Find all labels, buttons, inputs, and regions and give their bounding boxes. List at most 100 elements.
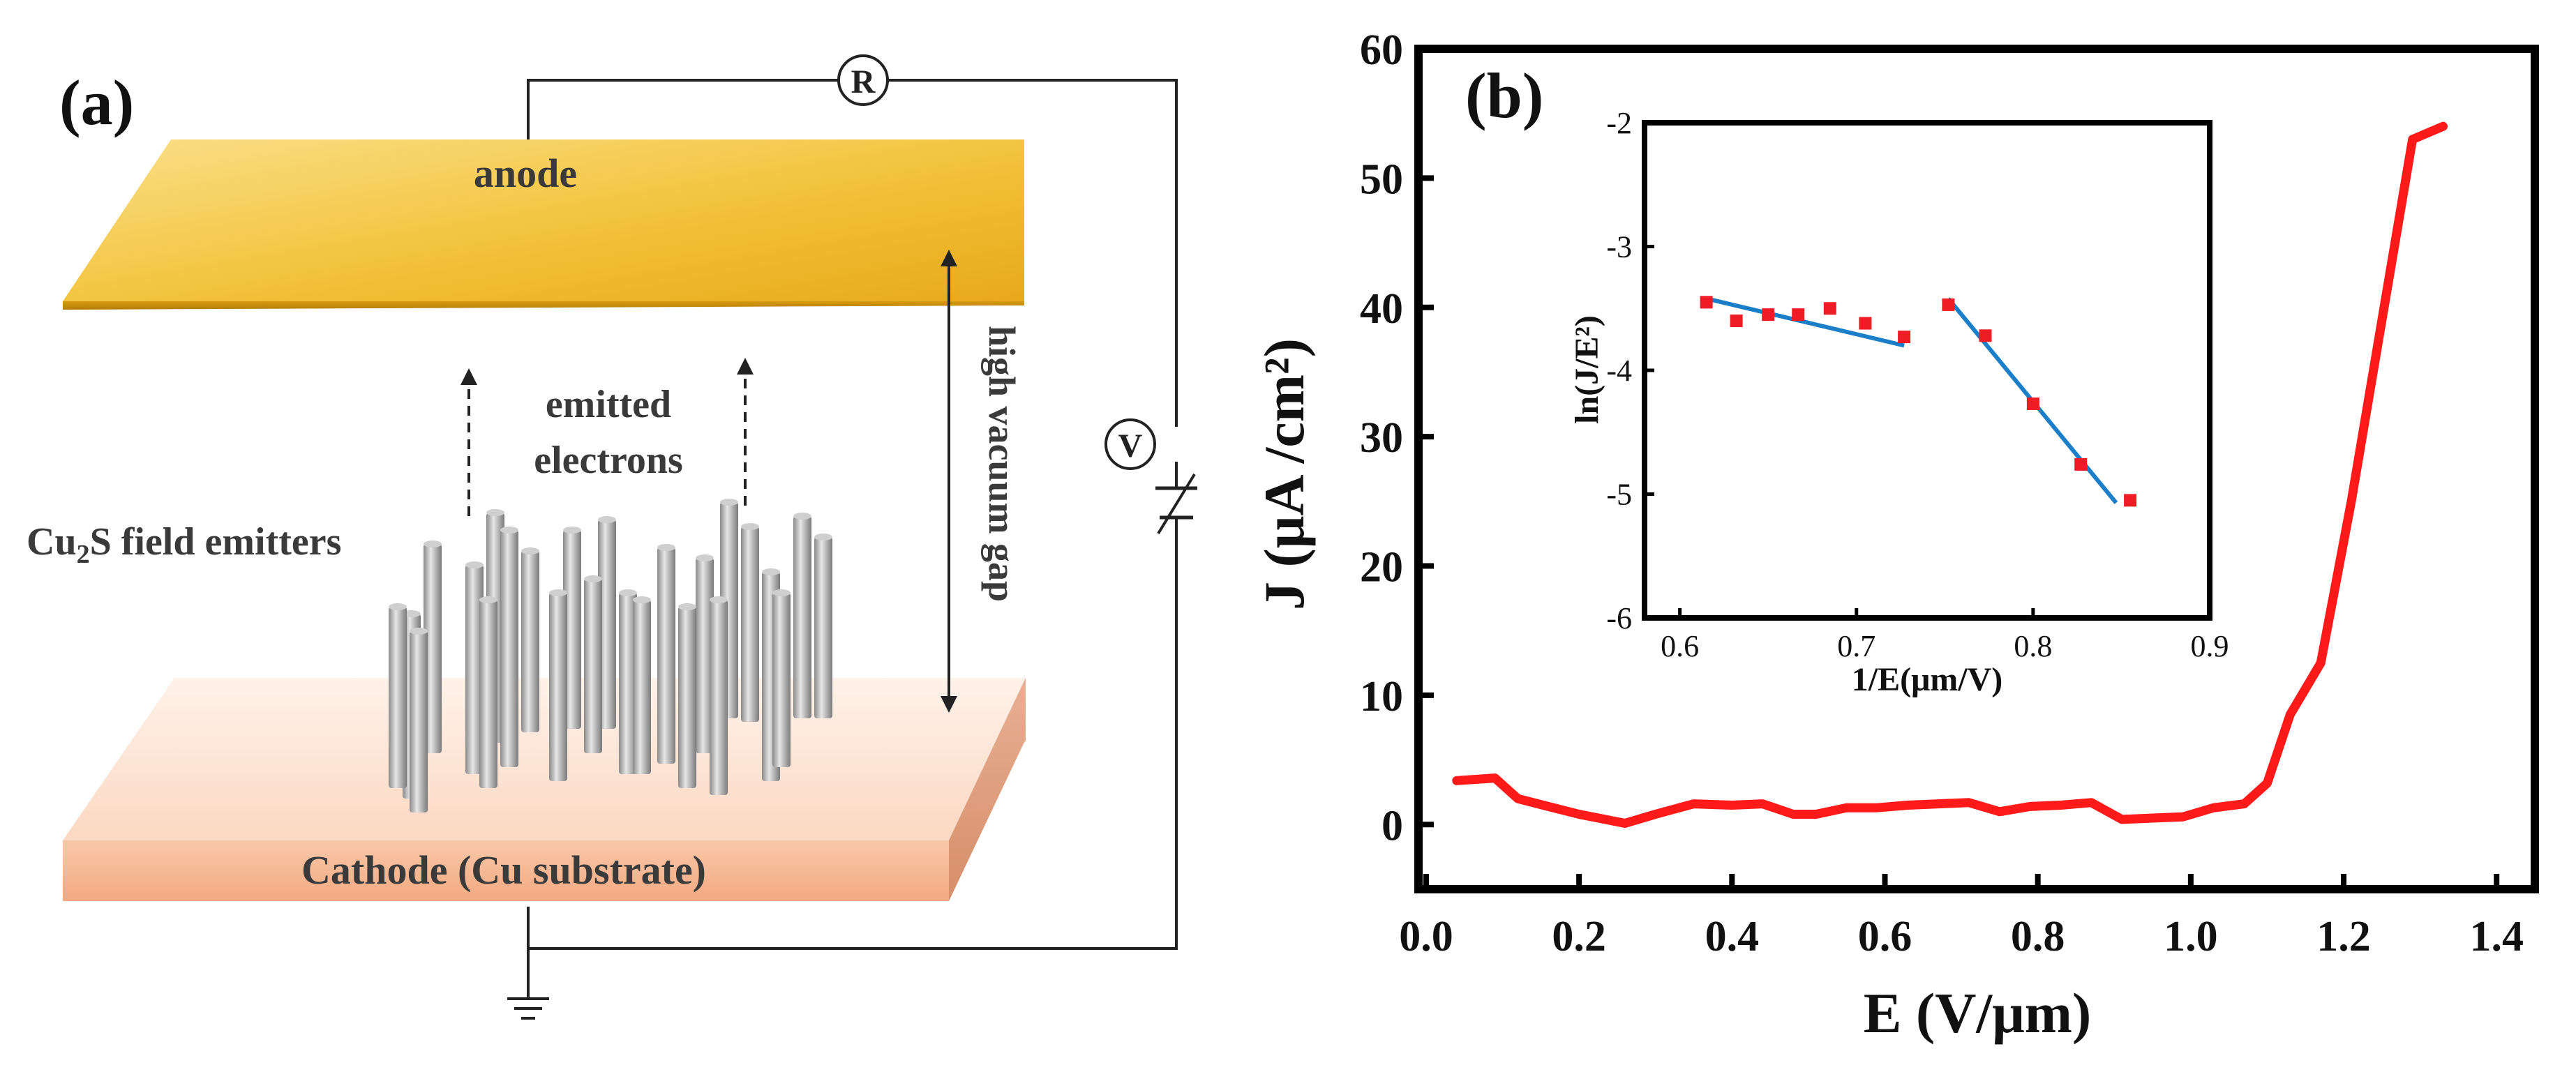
inset-y-tick-label: -6 xyxy=(1606,601,1632,635)
emitter-rod xyxy=(696,554,714,753)
inset-y-tick-label: -2 xyxy=(1606,106,1632,140)
emitter-rod xyxy=(633,596,651,774)
panel-a-schematic: (a) R V xyxy=(27,54,1197,1020)
inset-data-point xyxy=(2074,458,2088,471)
main-x-tick: 1.0 xyxy=(2164,874,2218,960)
inset-y-tick: -4 xyxy=(1606,354,1654,388)
inset-data-point xyxy=(1792,308,1805,322)
inset-y-ticks: -6 -5 -4 -3 -2 xyxy=(1606,106,1654,635)
main-x-tick-label: 0.2 xyxy=(1552,913,1606,960)
anode-label: anode xyxy=(474,151,577,196)
inset-data-point xyxy=(2124,494,2137,507)
emitter-rod xyxy=(521,547,539,732)
resistor-symbol: R xyxy=(837,54,889,106)
main-y-axis-label: J (μA /cm²) xyxy=(1252,338,1316,610)
main-y-tick: 30 xyxy=(1360,414,1434,462)
main-y-tick: 0 xyxy=(1381,802,1434,849)
jE-curve xyxy=(1452,121,2448,828)
inset-data-point xyxy=(1700,296,1713,309)
emitter-rod xyxy=(657,544,675,764)
anode-plate: anode xyxy=(63,139,1024,310)
inset-data-point xyxy=(1942,298,1955,311)
inset-y-tick: -2 xyxy=(1606,106,1654,140)
main-y-tick-label: 50 xyxy=(1360,156,1403,203)
cathode-label: Cathode (Cu substrate) xyxy=(301,847,706,893)
main-y-tick-label: 10 xyxy=(1360,673,1403,720)
inset-x-tick-label: 0.9 xyxy=(2191,629,2229,663)
emitter-rod xyxy=(424,540,442,753)
panel-a-label: (a) xyxy=(59,67,134,138)
inset-data-points xyxy=(1700,296,2137,507)
inset-y-axis-label: ln(J/E²) xyxy=(1568,315,1605,424)
emitter-rod xyxy=(563,527,581,729)
emitter-rod xyxy=(793,513,811,718)
main-y-tick-label: 40 xyxy=(1360,285,1403,333)
inset-x-tick-label: 0.7 xyxy=(1837,629,1875,663)
emitters-label: Cu2S field emitters xyxy=(27,520,341,569)
emitted-label-line2: electrons xyxy=(534,439,683,482)
emitter-rod xyxy=(500,527,518,767)
main-y-tick: 20 xyxy=(1360,544,1434,591)
main-x-ticks: 0.0 0.2 0.4 0.6 0.8 1.0 1.2 1.4 xyxy=(1399,874,2524,960)
main-x-tick-label: 0.6 xyxy=(1858,913,1912,960)
emitter-rod xyxy=(598,516,616,729)
main-y-tick-label: 0 xyxy=(1381,802,1403,849)
inset-x-axis-label: 1/E(μm/V) xyxy=(1852,661,2003,698)
emitter-rod xyxy=(410,628,428,812)
inset-x-tick: 0.7 xyxy=(1837,608,1875,663)
field-emitter-rods xyxy=(389,499,832,812)
emitter-rod xyxy=(549,589,567,781)
inset-y-tick-label: -4 xyxy=(1606,354,1632,388)
main-x-tick: 0.2 xyxy=(1552,874,1606,960)
main-x-tick: 0.4 xyxy=(1705,874,1759,960)
panel-b-chart: (b) 0.0 0.2 0.4 0.6 0.8 1.0 1.2 1.4 0 10 20 30 40 50… xyxy=(1252,27,2539,1045)
emitters-label-suffix: S field emitters xyxy=(90,520,342,564)
emitter-rod xyxy=(584,575,602,753)
panel-b-label: (b) xyxy=(1465,60,1543,131)
emitter-rod xyxy=(465,561,484,774)
main-x-tick-label: 0.8 xyxy=(2011,913,2065,960)
inset-fit-line xyxy=(1705,296,1905,348)
inset-x-tick-label: 0.8 xyxy=(2014,629,2052,663)
main-x-tick-label: 1.2 xyxy=(2316,913,2371,960)
emitter-rod xyxy=(619,589,637,774)
main-x-tick-label: 1.0 xyxy=(2164,913,2218,960)
main-x-tick-label: 0.0 xyxy=(1399,913,1453,960)
main-x-tick: 0.6 xyxy=(1858,874,1912,960)
inset-data-point xyxy=(1979,329,1992,342)
inset-y-tick: -6 xyxy=(1606,601,1654,635)
circuit-wire xyxy=(527,79,1178,997)
main-y-tick-label: 20 xyxy=(1360,544,1403,591)
gap-label: high vacuum gap xyxy=(981,326,1023,602)
cathode-plate: Cathode (Cu substrate) xyxy=(63,678,1026,901)
emitter-rod xyxy=(741,523,759,722)
main-x-tick: 1.2 xyxy=(2316,874,2371,960)
emitters-label-subscript: 2 xyxy=(77,540,90,569)
main-y-tick: 60 xyxy=(1360,27,1434,74)
inset-data-point xyxy=(1898,331,1911,344)
main-x-tick-label: 1.4 xyxy=(2469,913,2524,960)
inset-data-point xyxy=(1859,317,1872,330)
inset-data-point xyxy=(1762,308,1775,322)
emitter-rod xyxy=(678,603,696,788)
main-y-tick: 40 xyxy=(1360,285,1434,333)
inset-y-tick-label: -3 xyxy=(1606,230,1632,264)
emitter-rod xyxy=(710,596,728,795)
voltage-source-symbol: V xyxy=(1104,418,1197,535)
inset-y-tick: -5 xyxy=(1606,478,1654,512)
main-y-tick: 50 xyxy=(1360,156,1434,203)
main-x-tick: 0.8 xyxy=(2011,874,2065,960)
resistor-label: R xyxy=(851,63,876,100)
inset-plot-frame xyxy=(1642,120,2212,621)
main-x-axis-label: E (V/μm) xyxy=(1864,981,2092,1045)
main-y-ticks: 0 10 20 30 40 50 60 xyxy=(1360,27,1434,849)
inset-x-ticks: 0.6 0.7 0.8 0.9 xyxy=(1661,608,2229,663)
emitter-rod xyxy=(389,603,407,788)
voltage-label: V xyxy=(1118,428,1143,464)
inset-data-point xyxy=(2026,397,2039,410)
main-y-tick-label: 60 xyxy=(1360,27,1403,74)
ground-symbol xyxy=(507,997,549,1020)
emitter-rod xyxy=(479,596,497,788)
emitter-rod xyxy=(772,589,791,767)
